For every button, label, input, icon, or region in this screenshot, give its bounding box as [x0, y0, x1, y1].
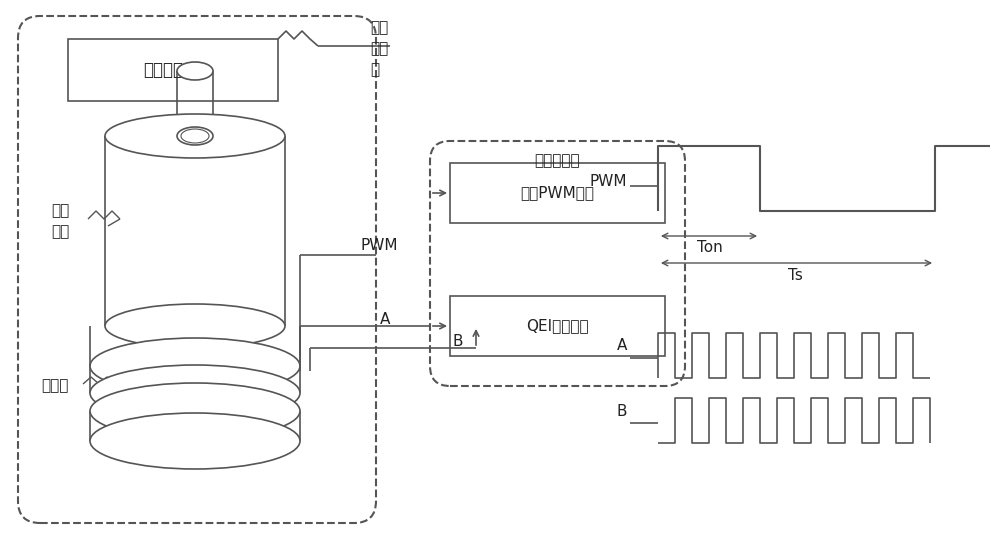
Ellipse shape: [90, 338, 300, 394]
Bar: [68, 39, 278, 101]
FancyBboxPatch shape: [18, 16, 376, 523]
Bar: [450, 296, 665, 356]
Text: 捕获PWM信号: 捕获PWM信号: [520, 186, 594, 201]
Text: PWM: PWM: [590, 174, 627, 188]
Bar: [450, 163, 665, 223]
Ellipse shape: [90, 413, 300, 469]
Text: Ts: Ts: [788, 268, 802, 283]
Text: A: A: [380, 312, 390, 327]
Text: 驱动控制器: 驱动控制器: [535, 154, 580, 168]
Text: B: B: [616, 404, 627, 419]
Text: 编码盘: 编码盘: [41, 379, 69, 393]
Ellipse shape: [177, 127, 213, 145]
Ellipse shape: [90, 383, 300, 439]
Text: PWM: PWM: [360, 239, 398, 254]
Text: Ton: Ton: [697, 241, 723, 255]
Text: 门翅结构机芯: 门翅结构机芯: [143, 61, 203, 79]
Ellipse shape: [105, 114, 285, 158]
Ellipse shape: [105, 304, 285, 348]
Ellipse shape: [90, 365, 300, 421]
Text: 闸机
结构
体: 闸机 结构 体: [370, 21, 388, 77]
Text: B: B: [452, 333, 462, 348]
Text: 直驱
电机: 直驱 电机: [51, 203, 69, 239]
FancyBboxPatch shape: [430, 141, 685, 386]
Ellipse shape: [177, 62, 213, 80]
Text: A: A: [617, 339, 627, 353]
Ellipse shape: [181, 129, 209, 143]
Text: QEI正交解码: QEI正交解码: [526, 319, 589, 333]
